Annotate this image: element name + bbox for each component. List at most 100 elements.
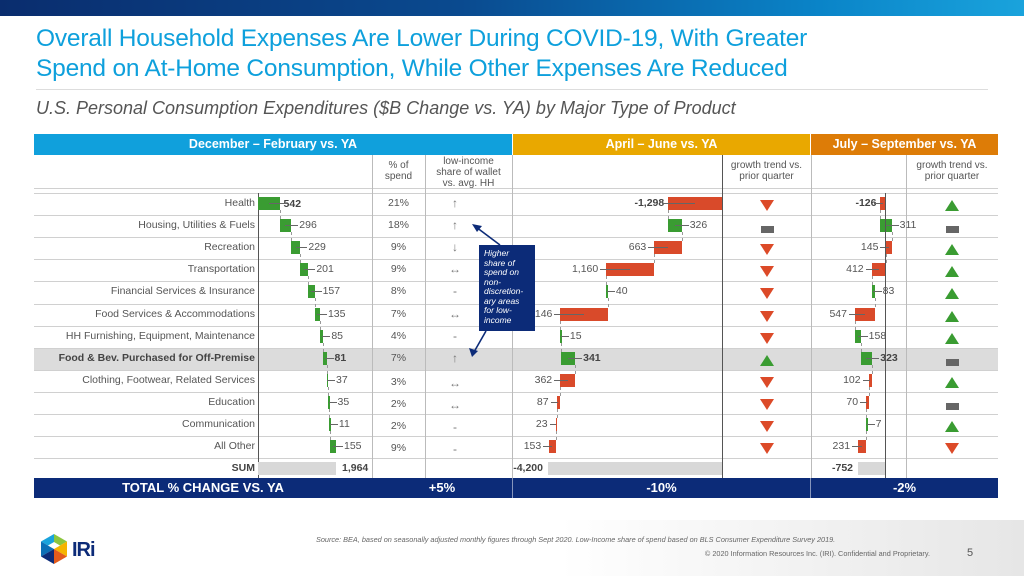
bar-connector bbox=[555, 431, 557, 441]
trend-down-glyph bbox=[760, 421, 774, 432]
trend-up-glyph bbox=[945, 332, 959, 344]
trend-up-glyph bbox=[945, 266, 959, 278]
bar-connector bbox=[291, 232, 293, 242]
low-income-up-icon: ↑ bbox=[452, 350, 458, 365]
low-income-dash-icon: - bbox=[453, 420, 457, 434]
pct-of-spend: 2% bbox=[390, 420, 407, 432]
bar-connector bbox=[891, 232, 893, 242]
row-divider bbox=[34, 370, 998, 371]
trend-flat-glyph bbox=[945, 226, 959, 234]
trend-up-glyph bbox=[945, 200, 959, 211]
trend-flat-glyph bbox=[760, 226, 774, 234]
trend-down-glyph bbox=[945, 443, 959, 455]
label-tick bbox=[328, 401, 337, 403]
row-divider bbox=[34, 414, 998, 415]
trend-up-icon bbox=[907, 331, 997, 349]
value-label: 1,160 bbox=[571, 263, 599, 276]
waterfall-bar bbox=[606, 263, 655, 277]
trend-up-icon bbox=[907, 419, 997, 437]
column-divider bbox=[372, 155, 373, 478]
waterfall-bar bbox=[560, 307, 608, 321]
bar-connector bbox=[323, 342, 325, 352]
low-income-flat-arrow-icon: ↔ bbox=[449, 375, 461, 390]
value-label: 7 bbox=[875, 418, 882, 430]
title-divider bbox=[36, 89, 988, 90]
sum-bar bbox=[548, 462, 722, 476]
row-label: All Other bbox=[214, 440, 255, 453]
row-label: Recreation bbox=[204, 241, 255, 254]
bar-connector bbox=[854, 320, 856, 330]
label-tick bbox=[874, 203, 883, 204]
row-divider bbox=[34, 392, 998, 393]
label-tick bbox=[285, 225, 299, 227]
pct-of-spend: 18% bbox=[387, 219, 409, 232]
value-label: -1,298 bbox=[634, 197, 665, 209]
trend-up-glyph bbox=[945, 376, 959, 388]
trend-up-icon bbox=[907, 264, 997, 282]
value-label: 40 bbox=[615, 285, 628, 298]
row-label: Transportation bbox=[187, 263, 255, 276]
value-label: 663 bbox=[628, 241, 647, 254]
bar-connector bbox=[874, 298, 876, 308]
value-label: 135 bbox=[327, 307, 346, 320]
value-label: 102 bbox=[843, 373, 861, 386]
value-label: 85 bbox=[331, 329, 344, 342]
callout-arrowhead-down bbox=[469, 348, 478, 357]
label-tick bbox=[311, 291, 322, 293]
iri-logo-icon bbox=[41, 534, 67, 564]
column-divider bbox=[906, 155, 907, 478]
row-divider bbox=[34, 193, 998, 194]
title-line-2: Spend on At-Home Consumption, While Othe… bbox=[36, 55, 788, 82]
total-divider bbox=[512, 478, 513, 498]
label-tick bbox=[865, 269, 880, 271]
value-label: 145 bbox=[860, 241, 879, 254]
header-pct-spend: % of spend bbox=[372, 160, 425, 182]
trend-down-glyph bbox=[760, 443, 774, 455]
label-tick bbox=[866, 357, 880, 359]
trend-down-icon bbox=[722, 441, 812, 459]
bar-connector bbox=[860, 342, 862, 352]
low-income-dash-icon: - bbox=[453, 328, 457, 343]
row-divider bbox=[34, 348, 998, 349]
total-divider bbox=[810, 478, 811, 498]
band-period-3: July – September vs. YA bbox=[811, 134, 998, 155]
pct-of-spend: 3% bbox=[390, 375, 407, 388]
row-label: Health bbox=[224, 197, 255, 209]
value-label: 296 bbox=[299, 219, 317, 232]
row-divider bbox=[34, 188, 998, 189]
total-change-row: TOTAL % CHANGE VS. YA +5% -10% -2% bbox=[34, 478, 998, 498]
bar-connector bbox=[561, 342, 562, 352]
sum-bar bbox=[258, 462, 336, 476]
pct-of-spend: 7% bbox=[390, 307, 407, 320]
sum-value-label: 1,964 bbox=[342, 462, 369, 475]
bar-connector bbox=[329, 431, 331, 441]
label-tick bbox=[866, 424, 875, 425]
value-label: 37 bbox=[336, 373, 348, 386]
bar-connector bbox=[866, 431, 868, 441]
pct-of-spend: 7% bbox=[390, 351, 407, 364]
trend-up-icon bbox=[907, 198, 997, 216]
low-income-flat-arrow-icon: ↔ bbox=[449, 397, 461, 412]
waterfall-bar bbox=[549, 440, 556, 454]
value-label: 35 bbox=[337, 395, 350, 408]
sum-value-label: -4,200 bbox=[513, 462, 543, 475]
low-income-dash-icon: - bbox=[453, 442, 457, 457]
value-label: 158 bbox=[868, 329, 887, 342]
trend-flat-icon bbox=[722, 220, 812, 238]
header-growth-trend-p2-line: growth trend vs. bbox=[730, 160, 803, 171]
label-tick bbox=[860, 401, 868, 403]
value-label: 542 bbox=[283, 198, 302, 210]
label-tick bbox=[550, 401, 559, 403]
pct-of-spend: 9% bbox=[390, 241, 407, 254]
label-tick bbox=[327, 379, 336, 381]
header-growth-trend-p2: growth trend vs. prior quarter bbox=[722, 160, 811, 182]
value-label: 231 bbox=[832, 440, 851, 453]
waterfall-bar bbox=[556, 395, 561, 409]
value-label: 326 bbox=[689, 219, 708, 232]
sum-value-label: -752 bbox=[831, 462, 853, 475]
header-growth-trend-p3-line: growth trend vs. bbox=[916, 160, 988, 171]
label-tick bbox=[852, 446, 863, 448]
bar-connector bbox=[326, 364, 328, 374]
header-low-income-share-line: share of wallet bbox=[436, 167, 501, 178]
row-divider bbox=[34, 458, 998, 459]
